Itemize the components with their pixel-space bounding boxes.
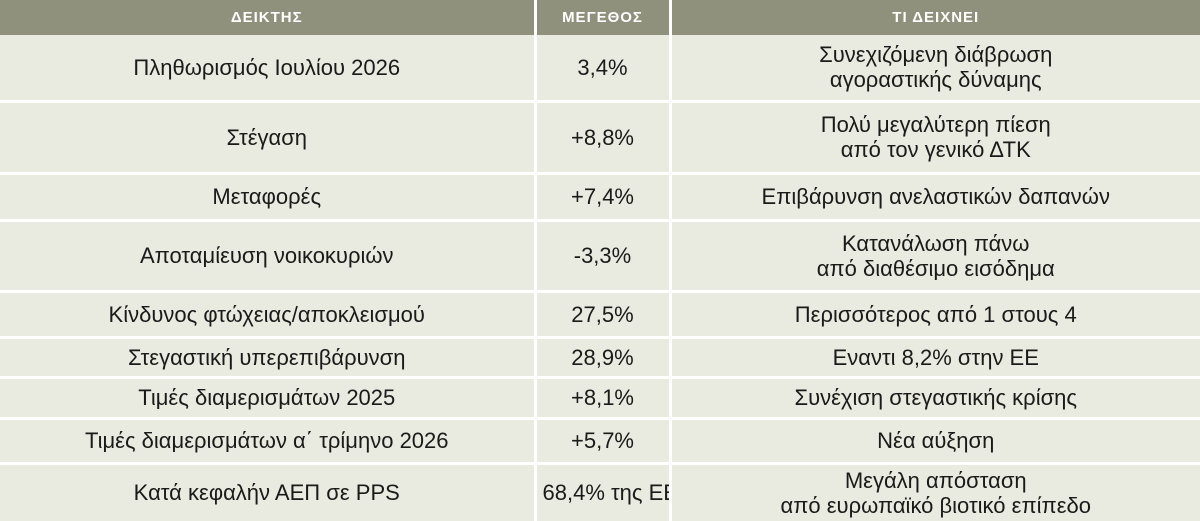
table-row: Στέγαση +8,8% Πολύ μεγαλύτερη πίεση από … <box>0 99 1200 173</box>
meaning-line: αγοραστικής δύναμης <box>829 67 1042 93</box>
meaning-line: Πολύ μεγαλύτερη πίεση <box>820 112 1051 137</box>
meaning-line: από ευρωπαϊκό βιοτικό επίπεδο <box>780 492 1091 518</box>
indicator-cell: Μεταφορές <box>0 171 537 220</box>
value-cell: 28,9% <box>535 335 672 377</box>
table-row: Τιμές διαμερισμάτων 2025 +8,1% Συνέχιση … <box>0 375 1200 418</box>
indicator-cell: Αποταμίευση νοικοκυριών <box>0 218 537 291</box>
meaning-cell: Επιβάρυνση ανελαστικών δαπανών <box>670 171 1200 220</box>
table-row: Τιμές διαμερισμάτων α΄ τρίμηνο 2026 +5,7… <box>0 416 1200 463</box>
meaning-cell: Συνέχιση στεγαστικής κρίσης <box>670 375 1200 418</box>
indicator-cell: Τιμές διαμερισμάτων 2025 <box>0 375 537 418</box>
indicator-cell: Κατά κεφαλήν ΑΕΠ σε PPS <box>0 461 537 521</box>
meaning-cell: Πολύ μεγαλύτερη πίεση από τον γενικό ΔΤΚ <box>670 99 1200 173</box>
value-cell: +5,7% <box>535 416 672 463</box>
meaning-cell: Κατανάλωση πάνω από διαθέσιμο εισόδημα <box>670 218 1200 291</box>
table-row: Πληθωρισμός Ιουλίου 2026 3,4% Συνεχιζόμε… <box>0 35 1200 101</box>
table-row: Κατά κεφαλήν ΑΕΠ σε PPS 68,4% της ΕΕ Μεγ… <box>0 461 1200 521</box>
meaning-line: Μεγάλη απόσταση <box>844 467 1027 493</box>
indicator-cell: Κίνδυνος φτώχειας/αποκλεισμού <box>0 289 537 337</box>
indicator-cell: Στέγαση <box>0 99 537 173</box>
meaning-line: από διαθέσιμο εισόδημα <box>816 255 1055 281</box>
meaning-cell: Περισσότερος από 1 στους 4 <box>670 289 1200 337</box>
meaning-line: Περισσότερος από 1 στους 4 <box>794 301 1077 327</box>
meaning-line: Συνεχιζόμενη διάβρωση <box>819 42 1053 68</box>
meaning-line: Συνέχιση στεγαστικής κρίσης <box>794 385 1078 410</box>
value-cell: 27,5% <box>535 289 672 337</box>
meaning-line: από τον γενικό ΔΤΚ <box>840 137 1031 162</box>
indicator-cell: Στεγαστική υπερεπιβάρυνση <box>0 335 537 377</box>
indicator-cell: Πληθωρισμός Ιουλίου 2026 <box>0 35 537 101</box>
meaning-cell: Συνεχιζόμενη διάβρωση αγοραστικής δύναμη… <box>670 35 1200 101</box>
meaning-line: Νέα αύξηση <box>877 428 995 453</box>
table-row: Κίνδυνος φτώχειας/αποκλεισμού 27,5% Περι… <box>0 289 1200 337</box>
value-cell: +8,8% <box>535 99 672 173</box>
value-cell: -3,3% <box>535 218 672 291</box>
table-row: Μεταφορές +7,4% Επιβάρυνση ανελαστικών δ… <box>0 171 1200 220</box>
table-row: Στεγαστική υπερεπιβάρυνση 28,9% Εναντι 8… <box>0 335 1200 377</box>
meaning-cell: Μεγάλη απόσταση από ευρωπαϊκό βιοτικό επ… <box>670 461 1200 521</box>
header-indicator: ΔΕΙΚΤΗΣ <box>0 0 537 35</box>
value-cell: 68,4% της ΕΕ <box>535 461 672 521</box>
meaning-cell: Εναντι 8,2% στην ΕΕ <box>670 335 1200 377</box>
meaning-cell: Νέα αύξηση <box>670 416 1200 463</box>
table-header-row: ΔΕΙΚΤΗΣ ΜΕΓΕΘΟΣ ΤΙ ΔΕΙΧΝΕΙ <box>0 0 1200 35</box>
indicator-cell: Τιμές διαμερισμάτων α΄ τρίμηνο 2026 <box>0 416 537 463</box>
value-cell: +7,4% <box>535 171 672 220</box>
value-cell: +8,1% <box>535 375 672 418</box>
header-value: ΜΕΓΕΘΟΣ <box>535 0 672 35</box>
header-meaning: ΤΙ ΔΕΙΧΝΕΙ <box>670 0 1200 35</box>
meaning-line: Επιβάρυνση ανελαστικών δαπανών <box>761 184 1110 209</box>
meaning-line: Κατανάλωση πάνω <box>842 230 1030 256</box>
value-cell: 3,4% <box>535 35 672 101</box>
meaning-line: Εναντι 8,2% στην ΕΕ <box>832 344 1039 370</box>
table-row: Αποταμίευση νοικοκυριών -3,3% Κατανάλωση… <box>0 218 1200 291</box>
